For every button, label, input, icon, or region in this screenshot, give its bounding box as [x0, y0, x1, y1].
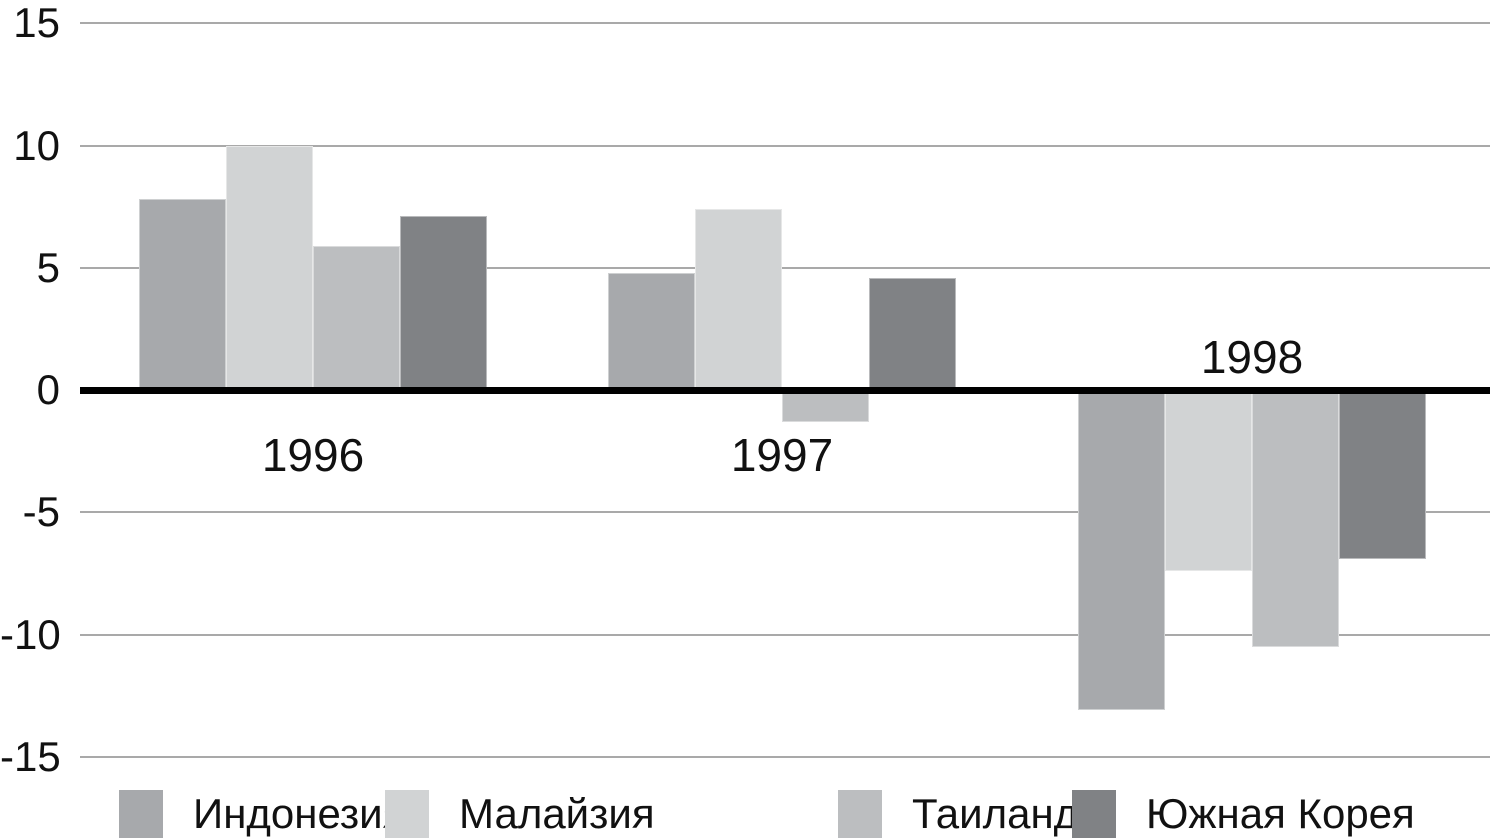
y-axis-tick-label: -10	[0, 610, 61, 658]
legend-swatch	[1072, 790, 1116, 838]
bar	[1078, 390, 1165, 711]
bar	[1252, 390, 1339, 647]
gridline	[80, 266, 1490, 269]
legend-item: Южная Корея	[1072, 790, 1415, 838]
gridline	[80, 511, 1490, 514]
legend-item: Индонезия	[119, 790, 405, 838]
y-axis-tick-label: 15	[13, 0, 60, 47]
bar	[869, 277, 956, 390]
x-axis-year-label: 1996	[261, 429, 365, 481]
gridline	[80, 144, 1490, 147]
legend-label: Южная Корея	[1146, 790, 1415, 837]
y-axis-tick-label: 10	[13, 121, 60, 169]
legend-swatch	[119, 790, 163, 838]
legend-label: Индонезия	[193, 790, 406, 837]
y-axis-tick-label: 5	[36, 243, 60, 291]
legend-item: Малайзия	[385, 790, 655, 838]
gridline	[80, 633, 1490, 636]
gridline	[80, 755, 1490, 758]
bar	[1165, 390, 1252, 571]
bar	[608, 272, 695, 390]
legend-swatch	[385, 790, 429, 838]
zero-axis-line	[80, 387, 1490, 394]
y-axis-tick-label: 0	[36, 366, 60, 413]
legend-swatch	[838, 790, 882, 838]
y-axis-tick-label: -15	[0, 732, 61, 780]
legend: Индонезия Малайзия Таиланд Южная Корея	[0, 790, 1512, 838]
bar	[782, 390, 869, 422]
bar	[313, 245, 400, 390]
legend-item: Таиланд	[838, 790, 1078, 838]
bar	[400, 216, 487, 390]
bar	[139, 199, 226, 390]
gridline	[80, 22, 1490, 25]
legend-label: Таиланд	[912, 790, 1079, 837]
x-axis-year-label: 1998	[1200, 331, 1304, 383]
bar	[1339, 390, 1426, 559]
legend-label: Малайзия	[459, 790, 655, 837]
x-axis-year-label: 1997	[730, 429, 834, 481]
bar	[695, 209, 782, 390]
y-axis-tick-label: -5	[22, 488, 60, 536]
bar	[226, 145, 313, 390]
